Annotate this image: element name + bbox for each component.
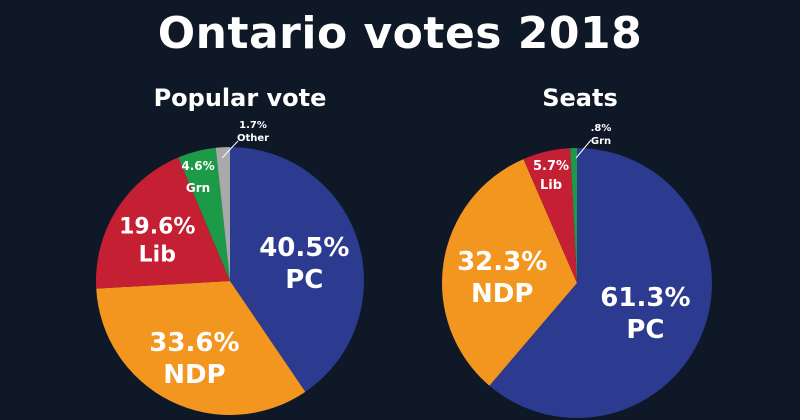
seats-slice-ndp (441, 159, 577, 386)
seats-label-name-pc: PC (626, 315, 664, 345)
popular-vote-label-name-lib: Lib (139, 243, 176, 268)
popular-vote-title: Popular vote (153, 84, 327, 112)
popular-vote-label-name-ndp: NDP (163, 360, 225, 390)
seats-label-value-lib: 5.7% (533, 159, 569, 174)
popular-vote-slice-other (215, 147, 230, 281)
popular-vote-slice-lib (95, 157, 231, 289)
seats-slice-pc (489, 148, 712, 418)
seats-slice-grn (570, 148, 577, 283)
seats-label-value-ndp: 32.3% (457, 247, 547, 277)
seats-label-value-grn: .8% (591, 123, 612, 134)
seats-label-name-ndp: NDP (471, 279, 533, 309)
popular-vote-slice-pc (230, 147, 365, 392)
popular-vote-label-value-grn: 4.6% (181, 159, 214, 173)
seats-title: Seats (542, 84, 618, 112)
popular-vote-label-value-ndp: 33.6% (149, 328, 239, 358)
seats-label-value-pc: 61.3% (600, 283, 690, 313)
popular-vote-label-name-other: Other (237, 133, 269, 144)
seats-label-name-grn: Grn (591, 136, 611, 147)
page-title: Ontario votes 2018 (157, 8, 643, 59)
seats-slice-lib (523, 148, 577, 283)
popular-vote-label-value-lib: 19.6% (119, 215, 195, 240)
popular-vote-label-name-pc: PC (285, 265, 323, 295)
seats-leader-grn (575, 139, 592, 159)
popular-vote-leader-other (221, 140, 239, 159)
popular-vote-label-value-pc: 40.5% (259, 233, 349, 263)
popular-vote-slice-grn (178, 147, 230, 281)
popular-vote-slice-ndp (96, 281, 306, 416)
seats-label-name-lib: Lib (540, 178, 562, 193)
popular-vote-label-value-other: 1.7% (239, 120, 267, 131)
popular-vote-label-name-grn: Grn (186, 181, 210, 195)
